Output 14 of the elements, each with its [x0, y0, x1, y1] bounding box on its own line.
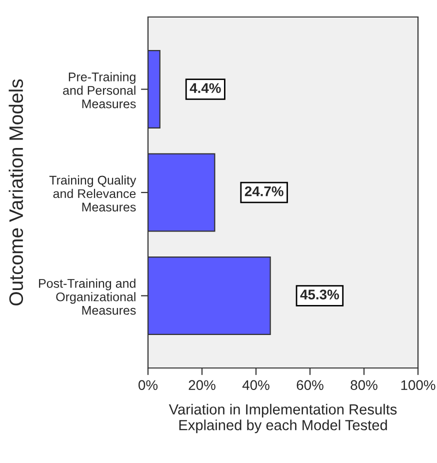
y-tick-label: Pre-Training and Personal Measures: [63, 72, 136, 108]
y-tick-label: Post-Training and Organizational Measures: [39, 278, 136, 315]
x-tick-label: 20%: [188, 380, 216, 390]
x-tick-label: 40%: [242, 380, 270, 390]
data-label: 24.7%: [244, 186, 284, 196]
y-axis-title: Outcome Variation Models: [8, 79, 24, 306]
x-tick-label: 80%: [350, 380, 378, 390]
x-axis-title: Variation in Implementation Results Explained by each Model Tested: [168, 404, 397, 434]
x-tick-label: 0%: [138, 380, 158, 390]
data-label: 4.4%: [190, 83, 221, 93]
y-tick-label: Training Quality and Relevance Measures: [49, 175, 136, 212]
x-tick-label: 60%: [296, 380, 324, 390]
data-label: 45.3%: [300, 290, 340, 300]
x-tick-label: 100%: [401, 380, 436, 390]
